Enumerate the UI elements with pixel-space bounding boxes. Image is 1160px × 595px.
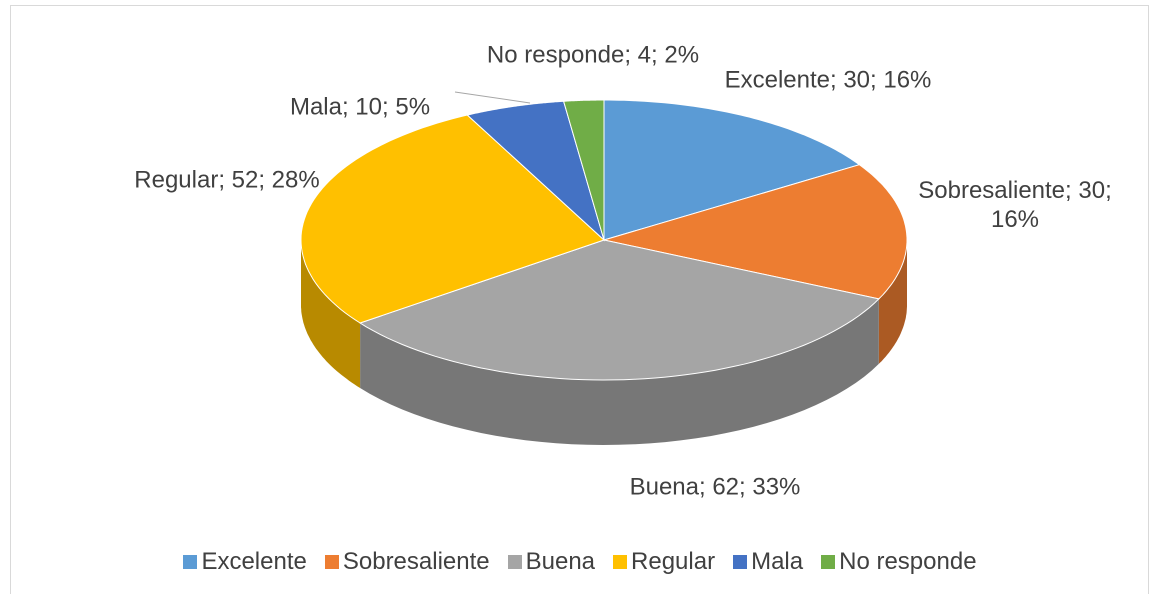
slice	[603, 164, 908, 300]
legend-item: Excelente	[183, 548, 307, 576]
legend-swatch	[183, 555, 198, 569]
slice	[562, 99, 605, 241]
leader-line	[454, 91, 531, 104]
legend-item: Sobresaliente	[324, 548, 490, 576]
data-label: Sobresaliente; 30; 16%	[918, 177, 1112, 233]
legend-label: Excelente	[201, 548, 307, 575]
data-label: No responde; 4; 2%	[486, 41, 700, 69]
slice	[466, 100, 605, 242]
legend-swatch	[613, 555, 628, 569]
legend-swatch	[821, 555, 836, 569]
legend: Excelente Sobresaliente Buena Regular Mala No…	[0, 548, 1160, 576]
legend-item: Buena	[507, 548, 596, 576]
legend-item: No responde	[821, 548, 977, 576]
data-label: Buena; 62; 33%	[629, 473, 801, 501]
chart-frame	[10, 5, 1149, 594]
legend-swatch	[733, 555, 748, 569]
legend-label: Sobresaliente	[342, 548, 490, 575]
data-label: Excelente; 30; 16%	[724, 66, 932, 94]
legend-swatch	[507, 555, 522, 569]
legend-item: Regular	[613, 548, 715, 576]
legend-swatch	[324, 555, 339, 569]
legend-label: Mala	[751, 548, 804, 575]
pie-tops	[300, 99, 908, 381]
data-label: Mala; 10; 5%	[289, 93, 431, 121]
slice	[358, 239, 880, 381]
slice-side	[301, 240, 361, 388]
slice-side	[360, 298, 879, 445]
legend-label: No responde	[839, 548, 977, 575]
slice	[603, 99, 861, 241]
legend-item: Mala	[733, 548, 803, 576]
legend-label: Regular	[631, 548, 716, 575]
slice	[300, 114, 605, 324]
legend-label: Buena	[525, 548, 596, 575]
data-label: Regular; 52; 28%	[134, 166, 320, 194]
